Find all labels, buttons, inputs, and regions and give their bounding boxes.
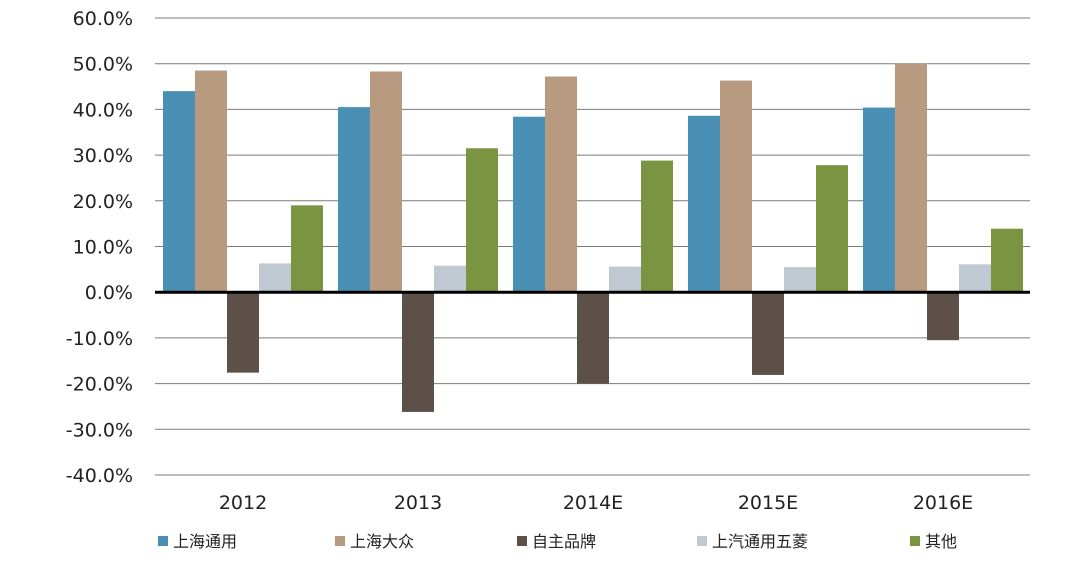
y-tick-label: 40.0% xyxy=(73,99,133,121)
bar-自主品牌-2012 xyxy=(227,292,259,373)
y-tick-label: 20.0% xyxy=(73,191,133,213)
y-tick-label: 0.0% xyxy=(85,282,133,304)
bar-上海大众-2014E xyxy=(545,76,577,293)
bar-上汽通用五菱-2013 xyxy=(434,265,466,293)
legend-swatch xyxy=(697,536,707,546)
bar-上海通用-2016E xyxy=(863,107,895,293)
bar-上海大众-2016E xyxy=(895,63,927,293)
bar-自主品牌-2015E xyxy=(752,292,784,375)
x-tick-label: 2013 xyxy=(394,492,442,514)
legend-label: 上汽通用五菱 xyxy=(712,532,808,551)
y-tick-label: 50.0% xyxy=(73,54,133,76)
bar-其他-2012 xyxy=(291,205,323,293)
y-tick-label: 30.0% xyxy=(73,145,133,167)
legend-item: 上汽通用五菱 xyxy=(697,532,808,551)
legend-item: 其他 xyxy=(910,532,957,551)
bar-上汽通用五菱-2014E xyxy=(609,266,641,293)
bars xyxy=(163,63,1023,412)
bar-上汽通用五菱-2015E xyxy=(784,267,816,293)
bar-其他-2014E xyxy=(641,160,673,293)
y-tick-label: 60.0% xyxy=(73,8,133,30)
x-tick-label: 2015E xyxy=(738,492,798,514)
bar-上海通用-2012 xyxy=(163,91,195,293)
legend: 上海通用 上海大众 自主品牌 上汽通用五菱 其他 xyxy=(158,532,957,551)
y-axis-tick-labels: 60.0% 50.0% 40.0% 30.0% 20.0% 10.0% 0.0% -10.0%… xyxy=(66,8,133,487)
legend-swatch xyxy=(910,536,920,546)
legend-swatch xyxy=(158,536,168,546)
x-tick-label: 2016E xyxy=(913,492,973,514)
bar-自主品牌-2016E xyxy=(927,292,959,341)
legend-swatch xyxy=(517,536,527,546)
bar-上汽通用五菱-2016E xyxy=(959,264,991,293)
legend-swatch xyxy=(335,536,345,546)
x-tick-label: 2012 xyxy=(219,492,267,514)
bar-其他-2016E xyxy=(991,228,1023,293)
legend-label: 其他 xyxy=(925,532,957,551)
legend-item: 上海大众 xyxy=(335,532,414,551)
y-tick-label: -10.0% xyxy=(66,328,133,350)
bar-上海大众-2013 xyxy=(370,71,402,293)
bar-上汽通用五菱-2012 xyxy=(259,263,291,293)
y-tick-label: -30.0% xyxy=(66,419,133,441)
y-tick-label: -20.0% xyxy=(66,374,133,396)
x-tick-label: 2014E xyxy=(563,492,623,514)
legend-label: 上海通用 xyxy=(173,532,237,551)
x-axis-tick-labels: 2012 2013 2014E 2015E 2016E xyxy=(219,492,973,514)
bar-上海通用-2014E xyxy=(513,116,545,293)
legend-label: 上海大众 xyxy=(350,532,414,551)
bar-上海通用-2013 xyxy=(338,107,370,293)
bar-其他-2015E xyxy=(816,165,848,293)
bar-其他-2013 xyxy=(466,148,498,293)
bar-自主品牌-2013 xyxy=(402,292,434,412)
legend-label: 自主品牌 xyxy=(532,532,596,551)
y-tick-label: -40.0% xyxy=(66,465,133,487)
legend-item: 上海通用 xyxy=(158,532,237,551)
bar-上海大众-2012 xyxy=(195,70,227,293)
bar-上海通用-2015E xyxy=(688,115,720,293)
legend-item: 自主品牌 xyxy=(517,532,596,551)
bar-自主品牌-2014E xyxy=(577,292,609,384)
y-tick-label: 10.0% xyxy=(73,237,133,259)
bar-上海大众-2015E xyxy=(720,80,752,293)
